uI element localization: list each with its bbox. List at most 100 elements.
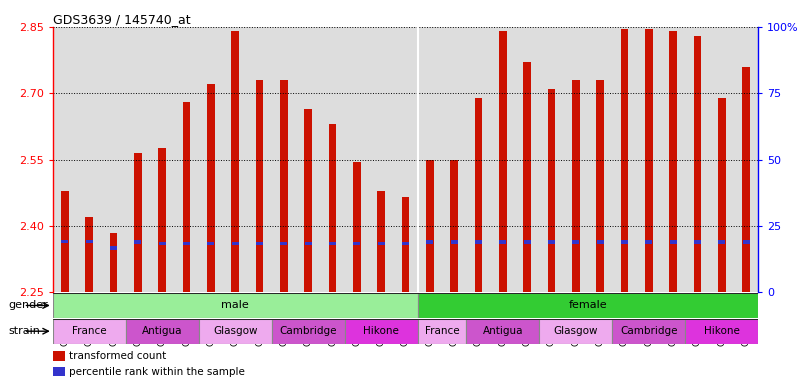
Bar <box>281 242 287 245</box>
Bar <box>86 240 92 243</box>
Bar <box>620 29 629 292</box>
Bar <box>320 27 345 292</box>
Bar <box>612 319 685 344</box>
Text: transformed count: transformed count <box>69 351 166 361</box>
Bar <box>426 160 434 292</box>
Bar <box>734 27 758 292</box>
Bar <box>53 293 418 318</box>
Text: Antigua: Antigua <box>142 326 182 336</box>
Bar <box>208 242 214 245</box>
Bar <box>685 27 710 292</box>
Bar <box>328 124 337 292</box>
Bar <box>442 27 466 292</box>
Bar <box>694 240 701 244</box>
Bar <box>450 160 458 292</box>
Bar <box>126 27 150 292</box>
Bar <box>304 109 312 292</box>
Bar <box>743 240 749 244</box>
Bar <box>547 89 556 292</box>
Bar <box>418 293 758 318</box>
Bar <box>378 242 384 245</box>
Bar <box>466 319 539 344</box>
Bar <box>427 240 433 244</box>
Text: percentile rank within the sample: percentile rank within the sample <box>69 367 245 377</box>
Bar <box>377 190 385 292</box>
Text: Cambridge: Cambridge <box>280 326 337 336</box>
Bar <box>685 319 758 344</box>
Bar <box>150 27 174 292</box>
Bar <box>500 240 506 244</box>
Bar <box>174 27 199 292</box>
Bar <box>272 319 345 344</box>
Bar <box>247 27 272 292</box>
Bar <box>199 27 223 292</box>
Bar <box>523 62 531 292</box>
Bar <box>718 98 726 292</box>
Bar <box>53 319 126 344</box>
Bar <box>345 319 418 344</box>
Bar <box>670 240 676 244</box>
Bar <box>134 153 142 292</box>
Bar <box>548 240 555 244</box>
Bar <box>499 31 507 292</box>
Bar <box>77 27 101 292</box>
Bar <box>135 240 141 244</box>
Text: Cambridge: Cambridge <box>620 326 677 336</box>
Text: male: male <box>221 300 249 311</box>
Bar <box>572 80 580 292</box>
Bar <box>272 27 296 292</box>
Text: France: France <box>72 326 106 336</box>
Bar <box>53 27 77 292</box>
Text: Glasgow: Glasgow <box>554 326 598 336</box>
Bar <box>573 240 579 244</box>
Bar <box>661 27 685 292</box>
Bar <box>646 240 652 244</box>
Text: GDS3639 / 145740_at: GDS3639 / 145740_at <box>53 13 191 26</box>
Bar <box>101 27 126 292</box>
Bar <box>393 27 418 292</box>
Bar <box>418 319 466 344</box>
Bar <box>256 242 263 245</box>
Bar <box>354 242 360 245</box>
Text: gender: gender <box>8 300 48 311</box>
Bar <box>110 246 117 250</box>
Bar <box>182 102 191 292</box>
Bar <box>475 240 482 244</box>
Bar <box>353 162 361 292</box>
Bar <box>710 27 734 292</box>
Bar <box>109 233 118 292</box>
Bar <box>296 27 320 292</box>
Text: Glasgow: Glasgow <box>213 326 257 336</box>
Bar <box>669 31 677 292</box>
Bar <box>564 27 588 292</box>
Bar <box>62 240 68 243</box>
Bar <box>515 27 539 292</box>
Bar <box>61 190 69 292</box>
Bar <box>539 319 612 344</box>
Bar <box>719 240 725 244</box>
Bar <box>329 242 336 245</box>
Text: Antigua: Antigua <box>483 326 523 336</box>
Bar <box>369 27 393 292</box>
Bar <box>596 80 604 292</box>
Bar <box>621 240 628 244</box>
Bar <box>255 80 264 292</box>
Bar <box>451 240 457 244</box>
Text: Hikone: Hikone <box>704 326 740 336</box>
Text: strain: strain <box>8 326 40 336</box>
Bar <box>637 27 661 292</box>
Bar <box>85 217 93 292</box>
Bar <box>418 27 442 292</box>
Bar <box>491 27 515 292</box>
Bar <box>126 319 199 344</box>
Bar <box>159 242 165 245</box>
Bar <box>474 98 483 292</box>
Bar <box>345 27 369 292</box>
Bar <box>742 67 750 292</box>
Bar <box>158 149 166 292</box>
Bar <box>597 240 603 244</box>
Text: France: France <box>425 326 459 336</box>
Bar <box>588 27 612 292</box>
Bar <box>232 242 238 245</box>
Bar <box>305 242 311 245</box>
